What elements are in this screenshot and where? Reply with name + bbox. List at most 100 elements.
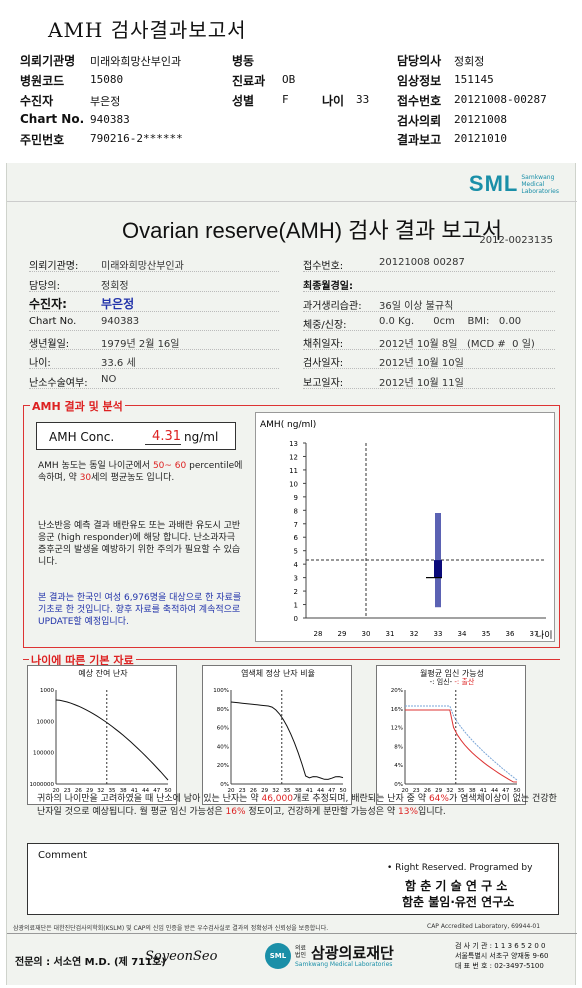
- x-tick-label: 35: [482, 630, 491, 638]
- info-label: 검사일자:: [303, 358, 344, 369]
- header-field-value: 정회정: [454, 55, 485, 68]
- y-axis-label: AMH( ng/ml): [260, 420, 316, 430]
- x-tick-label: 47: [502, 788, 509, 794]
- info-value: 정회정: [101, 281, 129, 292]
- graph-title: 예상 잔여 난자: [78, 669, 128, 678]
- info-label: 보고일자:: [303, 378, 344, 389]
- dotted-rule: [29, 349, 279, 350]
- y-tick-label: 6: [294, 534, 299, 542]
- sml-logo: SML Samkwang Medical Laboratories: [469, 171, 559, 197]
- header-field-label: 검사의뢰: [397, 114, 442, 128]
- report-title: Ovarian reserve(AMH) 검사 결과 보고서: [122, 218, 503, 243]
- header-field-label: 주민번호: [20, 133, 65, 147]
- egg-count: 46,000: [261, 794, 293, 804]
- header-field-label: 결과보고: [397, 133, 442, 147]
- text-part: percentile에 속하며, 약: [38, 461, 243, 483]
- foundation-tag: 의료법인: [295, 945, 307, 959]
- basic-section-title: 나이에 따른 기본 자료: [29, 652, 136, 668]
- doctor-signature: SoyeonSeo: [145, 949, 218, 964]
- age-range-bar: [435, 513, 441, 608]
- graph-legend: -: 임신- -: 출산: [377, 677, 527, 687]
- logo-sub-line: Laboratories: [521, 187, 559, 195]
- sml-seal-icon: SML: [265, 943, 291, 969]
- y-tick-label: 7: [294, 521, 298, 529]
- x-tick-label: 23: [239, 788, 246, 794]
- header-field-label: 성별: [232, 94, 255, 108]
- remaining-eggs-graph: 예상 잔여 난자 1000000 100000 10000 1000 20 23 26 29 3…: [27, 665, 177, 805]
- foundation-sub: Samkwang Medical Laboratories: [295, 961, 393, 968]
- amh-age-chart: AMH( ng/ml) 0 1 2 3 4 5 6 7 8 9 10 11 12 13 28 29 30 31 32 3…: [255, 412, 555, 642]
- x-tick-label: 44: [491, 788, 498, 794]
- y-tick-label: 80%: [217, 707, 229, 713]
- y-tick-label: 40%: [217, 744, 229, 750]
- amh-value: 4.31: [145, 429, 181, 445]
- info-label: 채취일자:: [303, 339, 344, 350]
- dotted-rule: [29, 388, 279, 389]
- header-field-value: 940383: [90, 113, 130, 126]
- dotted-rule: [303, 291, 555, 292]
- doctor-name: 전문의 : 서소연 M.D. (제 711호): [15, 957, 166, 968]
- info-label: 생년월일:: [29, 339, 70, 350]
- lab-name-1: 함 춘 기 술 연 구 소: [405, 879, 508, 893]
- divider: [7, 933, 577, 934]
- x-tick-label: 23: [413, 788, 420, 794]
- x-tick-label: 38: [469, 788, 476, 794]
- x-tick-label: 47: [328, 788, 335, 794]
- dotted-rule: [303, 311, 555, 312]
- percentile-value: 50~ 60: [152, 461, 187, 471]
- dotted-rule: [29, 271, 279, 272]
- graph-title: 월평균 임신 가능성: [420, 669, 484, 678]
- x-tick-label: 31: [386, 630, 395, 638]
- amh-concentration-box: AMH Conc. 4.31 ng/ml: [36, 422, 236, 450]
- text-part: 세의 평균농도 입니다.: [91, 473, 175, 483]
- y-tick-label: 1000: [40, 688, 54, 694]
- x-tick-label: 29: [261, 788, 268, 794]
- remaining-eggs-svg: 1000000 100000 10000 1000 20 23 26 29 32 35 38 41 44…: [30, 688, 172, 794]
- certification-note: 삼광의료재단은 대한진단검사의학회(KSLM) 및 CAP의 신임 인증을 받은…: [13, 925, 329, 932]
- x-tick-label: 38: [120, 788, 127, 794]
- y-tick-label: 1000000: [30, 782, 55, 788]
- header-field-label: 접수번호: [397, 94, 442, 108]
- info-value: 2012년 10월 10일: [379, 358, 464, 369]
- y-tick-label: 3: [294, 575, 298, 583]
- dotted-rule: [303, 330, 555, 331]
- y-tick-label: 0%: [394, 782, 403, 788]
- rights-text: • Right Reserved. Programed by: [387, 863, 533, 873]
- dotted-rule: [29, 291, 279, 292]
- info-value: NO: [101, 374, 117, 385]
- info-label: 체중/신장:: [303, 320, 347, 331]
- normal-egg-percent: 64%: [428, 794, 449, 804]
- x-tick-label: 32: [272, 788, 279, 794]
- report-number: 2012-0023135: [479, 235, 553, 246]
- dotted-rule: [303, 349, 555, 350]
- x-tick-label: 37: [530, 630, 539, 638]
- info-value: 1979년 2월 16일: [101, 339, 180, 350]
- contact-line: 검 사 기 관 : 1 1 3 6 5 2 0 0: [455, 942, 546, 950]
- legend-birth: -: 출산: [454, 678, 475, 686]
- data-source-note: 본 결과는 한국인 여성 6,976명을 대상으로 한 자료를 기초로 한 것입…: [38, 593, 242, 627]
- header-field-label: 진료과: [232, 74, 266, 88]
- x-tick-label: 29: [86, 788, 93, 794]
- x-tick-label: 44: [142, 788, 149, 794]
- contact-line: 대 표 번 호 : 02-3497-5100: [455, 962, 544, 970]
- y-tick-label: 1: [294, 602, 298, 610]
- header-field-label: 임상정보: [397, 74, 442, 88]
- y-tick-label: 2: [294, 588, 298, 596]
- y-tick-label: 10000: [37, 719, 55, 725]
- y-tick-label: 60%: [217, 726, 229, 732]
- x-tick-label: 32: [446, 788, 453, 794]
- header-field-label: 수진자: [20, 94, 54, 108]
- x-tick-label: 28: [314, 630, 323, 638]
- info-value: 0.0 Kg. 0cm BMI: 0.00: [379, 316, 522, 327]
- x-tick-label: 33: [434, 630, 443, 638]
- header-age-value: 33: [356, 93, 370, 106]
- info-label: 접수번호:: [303, 261, 344, 272]
- x-tick-label: 47: [153, 788, 160, 794]
- info-value: 부은정: [101, 297, 135, 311]
- dotted-rule: [303, 271, 555, 272]
- x-tick-label: 38: [295, 788, 302, 794]
- x-tick-label: 26: [424, 788, 431, 794]
- y-tick-label: 4%: [394, 763, 403, 769]
- normal-chromosome-curve: [230, 701, 344, 780]
